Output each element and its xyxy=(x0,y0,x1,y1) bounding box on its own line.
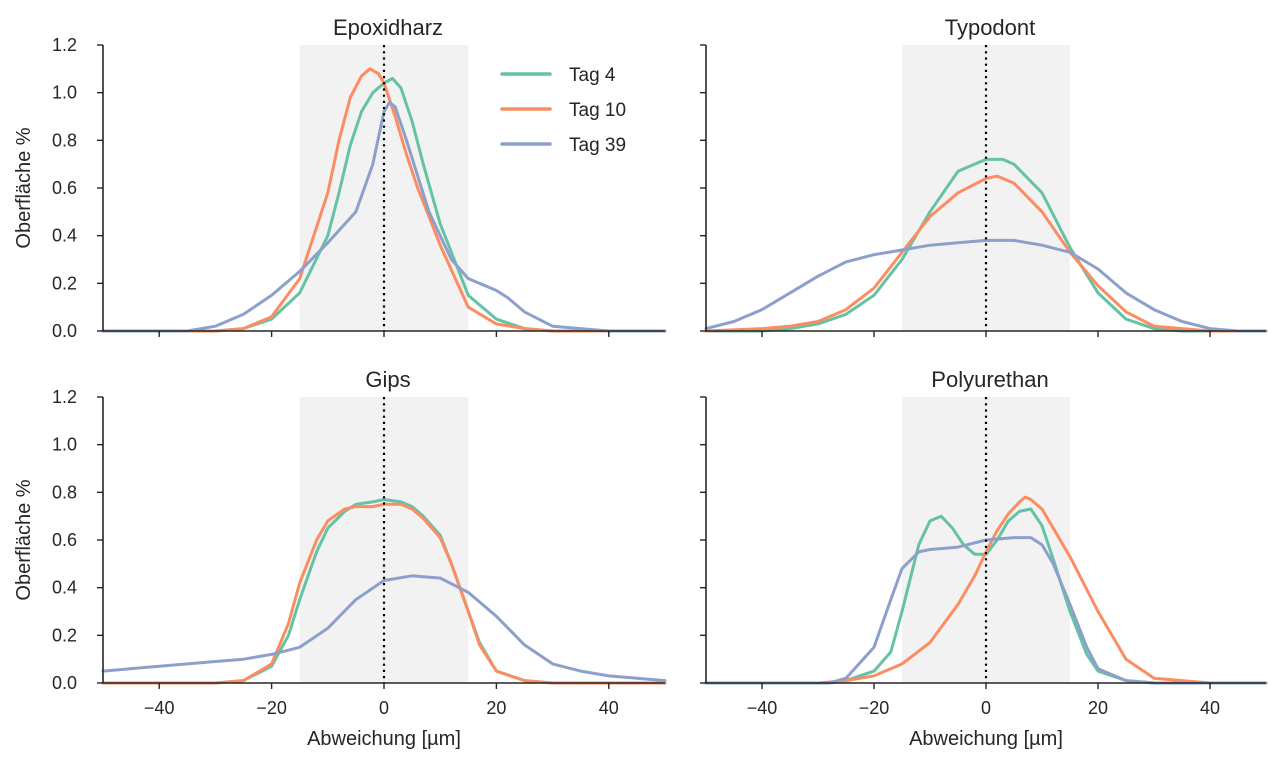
x-tick-label: 20 xyxy=(486,698,506,718)
y-tick-label: 0.6 xyxy=(52,178,77,198)
x-tick-label: 40 xyxy=(1200,698,1220,718)
y-tick-label: 0.8 xyxy=(52,130,77,150)
series-line-tag-10 xyxy=(704,495,1268,685)
y-tick-label: 1.2 xyxy=(52,35,77,55)
y-tick-label: 0.6 xyxy=(52,530,77,550)
series-line-tag-39 xyxy=(101,100,667,333)
x-axis-label: Abweichung [µm] xyxy=(909,728,1063,750)
panel-typodont: Typodont xyxy=(700,15,1268,337)
y-tick-label: 0.8 xyxy=(52,482,77,502)
y-tick-label: 0.2 xyxy=(52,625,77,645)
x-tick-label: −20 xyxy=(859,698,890,718)
x-tick-label: −20 xyxy=(256,698,287,718)
x-tick-label: 40 xyxy=(599,698,619,718)
panel-title: Typodont xyxy=(945,15,1036,40)
x-tick-label: −40 xyxy=(144,698,175,718)
series-line-tag-39 xyxy=(101,574,667,683)
panel-title: Epoxidharz xyxy=(333,15,443,40)
y-tick-label: 0.2 xyxy=(52,273,77,293)
x-tick-label: −40 xyxy=(747,698,778,718)
y-tick-label: 1.0 xyxy=(52,83,77,103)
x-axis-label: Abweichung [µm] xyxy=(307,728,461,750)
panel-epoxidharz: 0.0 0.2 0.4 0.6 0.8 1.0 1.2 Epoxidharz Oberfläch… xyxy=(13,15,667,341)
series-line-tag-4 xyxy=(704,157,1268,333)
y-tick-label: 0.4 xyxy=(52,578,77,598)
y-tick-label: 0.4 xyxy=(52,226,77,246)
panel-gips: 0.0 0.2 0.4 0.6 0.8 1.0 1.2 −40 −20 0 20 40 Gips Ober… xyxy=(13,367,667,750)
series-line-tag-39 xyxy=(704,536,1268,685)
legend-label: Tag 4 xyxy=(569,65,616,86)
y-tick-label: 1.0 xyxy=(52,435,77,455)
panel-polyurethan: −40 −20 0 20 40 Polyurethan Abweichung [µm] xyxy=(700,367,1268,750)
series-line-tag-10 xyxy=(704,174,1268,333)
y-axis-label: Oberfläche % xyxy=(13,479,35,600)
x-tick-label: 20 xyxy=(1088,698,1108,718)
legend-label: Tag 39 xyxy=(569,135,626,156)
x-tick-label: 0 xyxy=(981,698,991,718)
panel-title: Polyurethan xyxy=(931,367,1048,392)
y-axis-label: Oberfläche % xyxy=(13,127,35,248)
y-tick-label: 0.0 xyxy=(52,673,77,693)
series-line-tag-39 xyxy=(704,238,1268,333)
x-tick-label: 0 xyxy=(379,698,389,718)
series-line-tag-10 xyxy=(101,67,667,333)
y-tick-label: 0.0 xyxy=(52,321,77,341)
panel-title: Gips xyxy=(365,367,410,392)
y-tick-label: 1.2 xyxy=(52,387,77,407)
legend: Tag 4 Tag 10 Tag 39 xyxy=(500,65,626,156)
legend-label: Tag 10 xyxy=(569,100,626,121)
